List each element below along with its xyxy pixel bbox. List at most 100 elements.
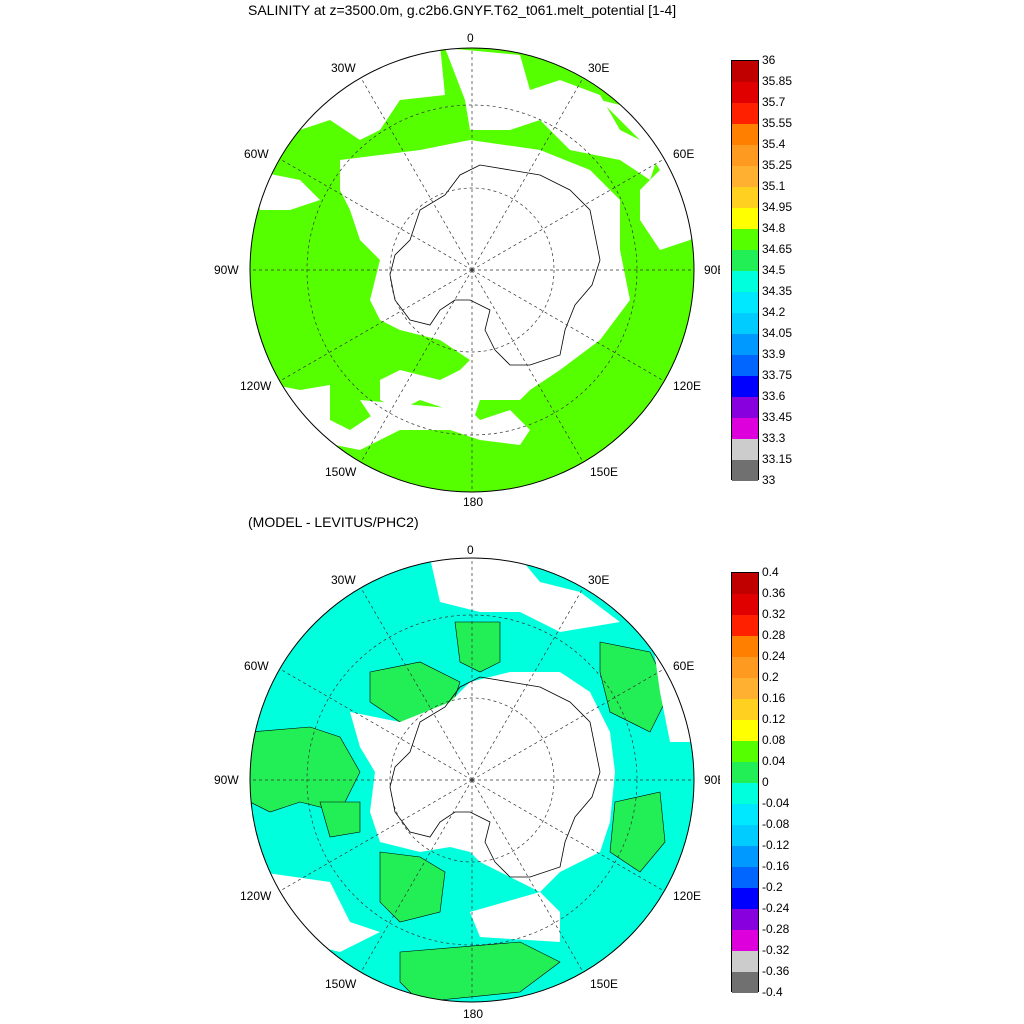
lon-label: 120E: [673, 379, 701, 393]
lon-label: 60W: [244, 659, 269, 673]
lon-label: 30W: [331, 61, 356, 75]
lon-label: 90E: [704, 773, 720, 787]
colorbar-label: 35.4: [762, 137, 786, 151]
meridian: [279, 158, 473, 271]
positive-anomaly-region: [454, 621, 501, 673]
colorbar-label: -0.24: [762, 901, 790, 915]
meridian: [471, 269, 584, 463]
colorbar-swatch: [732, 166, 758, 187]
missing-data-region: [445, 48, 660, 180]
colorbar-swatch: [732, 82, 758, 103]
colorbar-swatch: [732, 699, 758, 720]
colorbar-label: 35.25: [762, 158, 793, 172]
colorbar-swatch: [732, 187, 758, 208]
colorbar-label: 33.9: [762, 347, 786, 361]
colorbar-swatch: [732, 250, 758, 271]
colorbar-label: 36: [762, 53, 776, 67]
meridian: [279, 779, 473, 892]
meridian: [471, 779, 584, 973]
colorbar-label: 35.85: [762, 74, 793, 88]
colorbar-label: 34.95: [762, 200, 793, 214]
colorbar-swatch: [732, 418, 758, 439]
colorbar-label: 0.04: [762, 754, 786, 768]
colorbar-label: 34.65: [762, 242, 793, 256]
colorbar-swatch: [732, 783, 758, 804]
colorbar-swatch: [732, 657, 758, 678]
lon-label: 0: [467, 31, 474, 45]
colorbar-label: 0.4: [762, 565, 779, 579]
positive-anomaly-region: [399, 941, 561, 1002]
positive-anomaly-region: [379, 851, 446, 923]
lon-label: 30E: [588, 61, 609, 75]
missing-data-region: [260, 872, 380, 952]
colorbar-label: 0.16: [762, 691, 786, 705]
colorbar-swatch: [732, 460, 758, 481]
colorbar-swatch: [732, 972, 758, 993]
colorbar-swatch: [732, 376, 758, 397]
colorbar-label: 34.2: [762, 305, 786, 319]
lon-label: 120W: [240, 379, 272, 393]
difference-colorbar: [731, 572, 759, 993]
colorbar-label: -0.2: [762, 880, 783, 894]
lon-label: 150E: [590, 977, 618, 991]
colorbar-swatch: [732, 292, 758, 313]
colorbar-label: -0.28: [762, 922, 790, 936]
colorbar-label: 0.08: [762, 733, 786, 747]
colorbar-label: -0.04: [762, 796, 790, 810]
colorbar-label: 0.32: [762, 607, 786, 621]
colorbar-label: 33.45: [762, 410, 793, 424]
lon-label: 90W: [214, 263, 239, 277]
colorbar-swatch: [732, 61, 758, 82]
colorbar-label: -0.36: [762, 964, 790, 978]
salinity-colorbar: [731, 60, 759, 481]
ice-free-zone: [360, 400, 530, 445]
colorbar-label: 34.05: [762, 326, 793, 340]
meridian: [360, 587, 473, 781]
lon-label: 120E: [673, 889, 701, 903]
lon-label: 90E: [704, 263, 720, 277]
meridian: [360, 779, 473, 973]
colorbar-label: 33.75: [762, 368, 793, 382]
colorbar-swatch: [732, 208, 758, 229]
colorbar-label: -0.12: [762, 838, 790, 852]
colorbar-swatch: [732, 888, 758, 909]
colorbar-swatch: [732, 145, 758, 166]
colorbar-label: 0.28: [762, 628, 786, 642]
ice-free-zone: [340, 140, 630, 430]
lon-label: 150W: [325, 977, 357, 991]
lon-label: 90W: [214, 773, 239, 787]
lon-label: 60W: [244, 147, 269, 161]
positive-anomaly-region: [609, 791, 666, 873]
colorbar-label: 0.36: [762, 586, 786, 600]
lon-label: 150E: [590, 465, 618, 479]
colorbar-label: 34.8: [762, 221, 786, 235]
positive-anomaly-region: [599, 641, 671, 733]
colorbar-label: 33.3: [762, 431, 786, 445]
colorbar-swatch: [732, 909, 758, 930]
lon-label: 150W: [325, 465, 357, 479]
meridian: [471, 779, 665, 892]
colorbar-swatch: [732, 762, 758, 783]
missing-data-region: [470, 892, 560, 942]
colorbar-label: 0.2: [762, 670, 779, 684]
colorbar-swatch: [732, 678, 758, 699]
map-boundary: [249, 47, 695, 493]
meridian: [471, 77, 584, 271]
colorbar-swatch: [732, 439, 758, 460]
colorbar-swatch: [732, 355, 758, 376]
colorbar-label: 35.1: [762, 179, 786, 193]
lon-label: 120W: [240, 889, 272, 903]
meridian: [471, 587, 584, 781]
latitude-circle: [389, 187, 555, 353]
antarctica-coastline: [389, 676, 601, 878]
colorbar-label: 34.35: [762, 284, 793, 298]
colorbar-label: 0: [762, 775, 769, 789]
colorbar-swatch: [732, 720, 758, 741]
colorbar-label: 0.12: [762, 712, 786, 726]
colorbar-swatch: [732, 334, 758, 355]
meridian: [471, 269, 665, 382]
lon-label: 180: [463, 1007, 483, 1021]
lon-label: 0: [467, 543, 474, 557]
colorbar-swatch: [732, 397, 758, 418]
missing-data-region: [430, 558, 620, 632]
